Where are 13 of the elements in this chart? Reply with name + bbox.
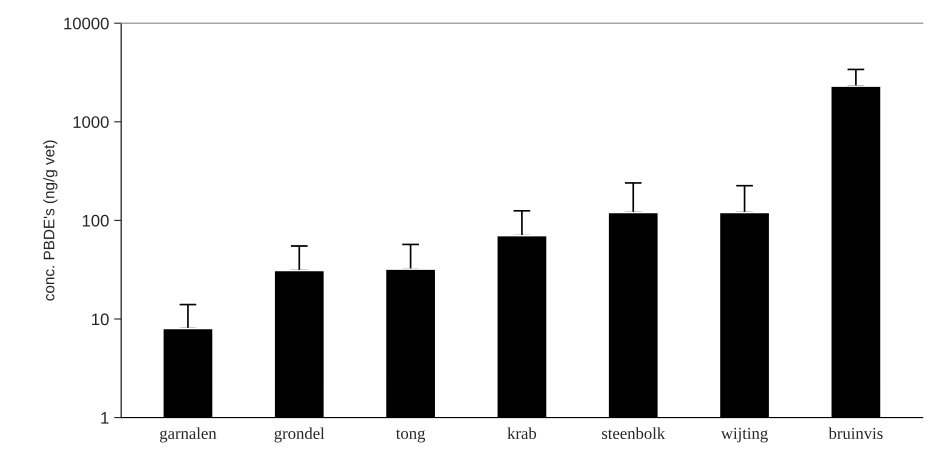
y-tick-label: 1	[101, 412, 109, 424]
x-tick-label: steenbolk	[602, 427, 666, 440]
x-tick-label: grondel	[274, 427, 324, 442]
x-tick-label: krab	[507, 427, 536, 440]
x-tick-label: wijting	[720, 428, 768, 442]
x-tick-label: tong	[396, 429, 426, 442]
x-tick-label: garnalen	[160, 427, 216, 442]
y-tick-label: 100	[82, 214, 109, 227]
y-tick-label: 10	[92, 313, 109, 326]
x-tick-label: bruinvis	[828, 427, 883, 440]
y-tick-label: 10000	[64, 18, 109, 30]
y-axis-title: conc. PBDE's (ng/g vet)	[43, 140, 58, 301]
y-tick-label: 1000	[74, 116, 109, 128]
